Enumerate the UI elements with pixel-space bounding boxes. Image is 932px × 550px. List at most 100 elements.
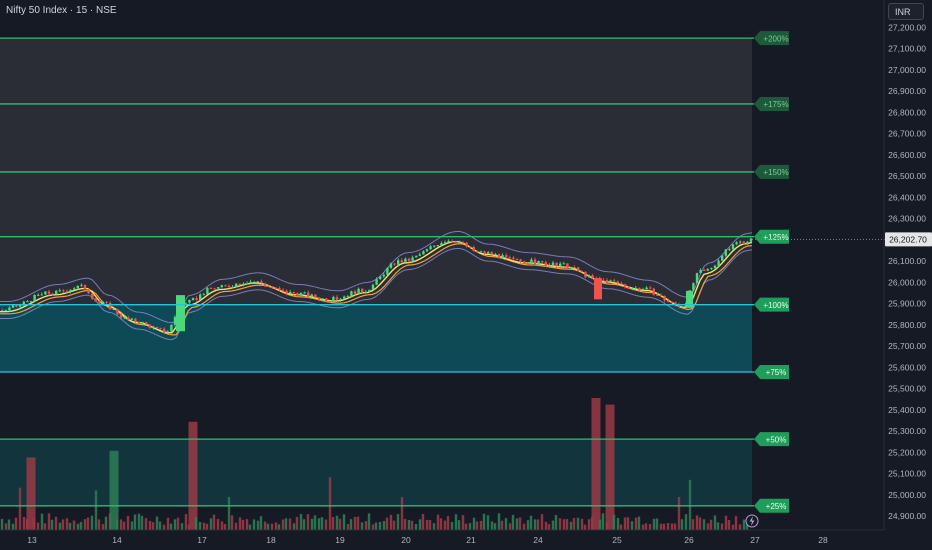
volume-bar xyxy=(637,516,641,530)
candle xyxy=(40,294,43,296)
volume-bar xyxy=(109,450,119,530)
candle xyxy=(245,283,249,285)
volume-bar xyxy=(205,523,209,530)
volume-bar xyxy=(508,523,512,530)
volume-bar xyxy=(443,520,447,530)
volume-bar xyxy=(673,523,677,530)
candle xyxy=(663,295,666,301)
candle xyxy=(508,257,511,259)
volume-bar xyxy=(119,519,123,530)
level-tag: +25% xyxy=(754,498,789,513)
price-tick-label: 25,500.00 xyxy=(888,384,926,394)
price-tick-label: 27,100.00 xyxy=(888,44,926,54)
volume-bar xyxy=(166,517,170,530)
volume-bar xyxy=(220,521,224,530)
candle xyxy=(735,242,738,245)
candle xyxy=(281,289,285,291)
volume-bar xyxy=(274,522,278,530)
volume-bar xyxy=(439,518,443,530)
candle-large xyxy=(686,290,693,308)
volume-bar xyxy=(317,518,321,530)
volume-bar xyxy=(504,518,508,530)
candle xyxy=(400,260,403,263)
candle xyxy=(335,296,339,300)
candle xyxy=(47,291,51,294)
volume-bar xyxy=(158,521,162,530)
candle xyxy=(321,298,324,300)
candle xyxy=(307,292,310,297)
volume-bar xyxy=(648,524,652,530)
time-tick-label: 19 xyxy=(335,535,345,545)
candle xyxy=(674,302,677,305)
candle xyxy=(80,284,83,286)
volume-bar xyxy=(148,520,152,530)
volume-bar xyxy=(212,514,216,530)
candle xyxy=(357,288,360,295)
candle xyxy=(325,298,328,302)
candle xyxy=(217,287,220,289)
candle xyxy=(19,304,22,307)
candle xyxy=(87,289,90,294)
volume-bar xyxy=(742,519,746,530)
candle xyxy=(69,289,72,292)
volume-bar xyxy=(536,519,540,530)
candle xyxy=(530,259,533,264)
candle xyxy=(274,287,277,289)
volume-bar xyxy=(151,522,155,530)
volume-bar xyxy=(691,519,695,530)
level-tag: +100% xyxy=(754,297,789,312)
volume-bar xyxy=(587,519,591,530)
volume-bar xyxy=(248,524,252,530)
level-tag-label: +25% xyxy=(766,502,787,511)
time-axis[interactable]: 13 14 17 18 19 20 21 24 25 26 27 28 xyxy=(27,535,828,545)
candle xyxy=(350,291,353,297)
price-tick-label: 26,100.00 xyxy=(888,256,926,266)
candle xyxy=(375,279,378,285)
candle xyxy=(134,318,137,322)
candle xyxy=(454,241,457,243)
price-axis[interactable]: 27,200.00 27,100.00 27,000.00 26,900.00 26,8… xyxy=(888,23,926,522)
volume-bar xyxy=(306,514,310,530)
candle xyxy=(199,294,202,300)
candle xyxy=(703,269,706,271)
candle xyxy=(566,263,569,269)
currency-button[interactable]: INR xyxy=(888,3,924,20)
volume-bar xyxy=(295,516,299,530)
candle xyxy=(533,259,537,265)
volume-bar xyxy=(403,518,407,530)
candle xyxy=(641,289,645,291)
volume-bar xyxy=(554,515,558,530)
candle xyxy=(15,305,18,307)
volume-bar xyxy=(612,514,616,530)
candle xyxy=(195,298,198,300)
volume-bar xyxy=(490,521,494,530)
candle xyxy=(242,283,245,285)
price-tick-label: 27,000.00 xyxy=(888,65,926,75)
volume-bar xyxy=(493,523,497,530)
volume-bar xyxy=(371,524,375,530)
volume-bar xyxy=(716,522,720,530)
volume-bar xyxy=(364,520,368,530)
volume-bar xyxy=(662,523,666,530)
candle xyxy=(289,291,292,294)
volume-bar xyxy=(695,515,699,530)
price-tick-label: 25,600.00 xyxy=(888,362,926,372)
lightning-icon[interactable] xyxy=(745,514,759,528)
volume-bar xyxy=(580,518,584,530)
volume-bar xyxy=(576,517,580,530)
candle xyxy=(37,294,40,296)
volume-bar xyxy=(428,520,432,530)
level-tag: +150% xyxy=(754,164,789,179)
level-tag-shape xyxy=(754,164,789,179)
candle xyxy=(148,324,151,329)
volume-bar xyxy=(90,515,94,530)
volume-bar xyxy=(54,516,58,530)
volume-bar xyxy=(328,477,332,530)
candle xyxy=(713,265,717,268)
candle xyxy=(346,296,349,298)
volume-bar xyxy=(252,519,256,530)
candle xyxy=(505,255,508,258)
time-tick-label: 27 xyxy=(750,535,760,545)
volume-bar xyxy=(115,519,119,530)
